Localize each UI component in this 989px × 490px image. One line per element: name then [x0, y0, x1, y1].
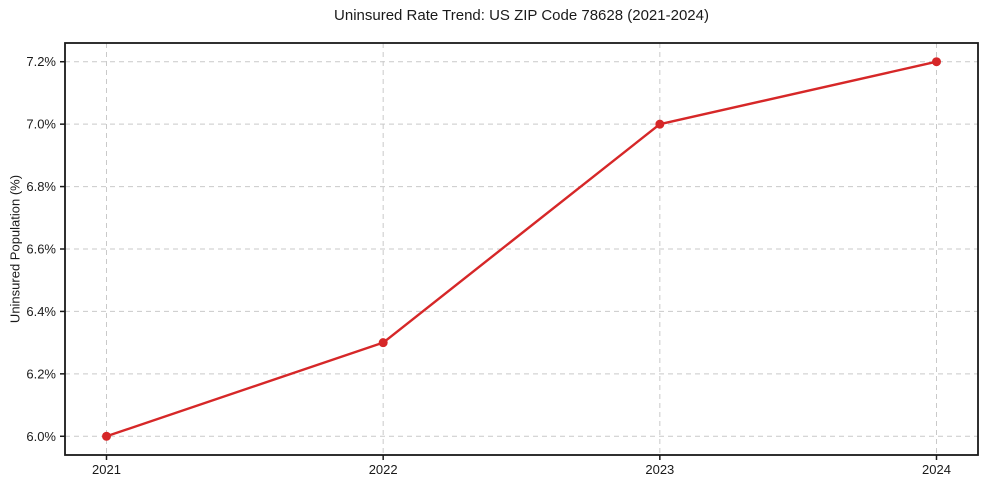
- chart-title: Uninsured Rate Trend: US ZIP Code 78628 …: [334, 7, 709, 24]
- y-tick-label: 7.0%: [26, 117, 56, 132]
- data-point-2022: [378, 338, 388, 348]
- x-tick-label: 2024: [922, 462, 951, 477]
- y-tick-label: 6.6%: [26, 242, 56, 257]
- y-tick-label: 6.8%: [26, 179, 56, 194]
- x-tick-label: 2021: [92, 462, 121, 477]
- y-tick-label: 6.2%: [26, 366, 56, 381]
- y-tick-label: 6.4%: [26, 304, 56, 319]
- y-tick-label: 7.2%: [26, 54, 56, 69]
- plot-frame: [64, 42, 979, 456]
- trend-line-uninsured-rate: [105, 60, 938, 438]
- data-point-2023: [655, 119, 665, 129]
- data-point-2024: [932, 57, 941, 67]
- data-point-2021: [102, 431, 111, 441]
- y-tick-label: 6.0%: [26, 429, 56, 444]
- x-tick-label: 2023: [645, 462, 674, 477]
- x-tick-label: 2022: [369, 462, 398, 477]
